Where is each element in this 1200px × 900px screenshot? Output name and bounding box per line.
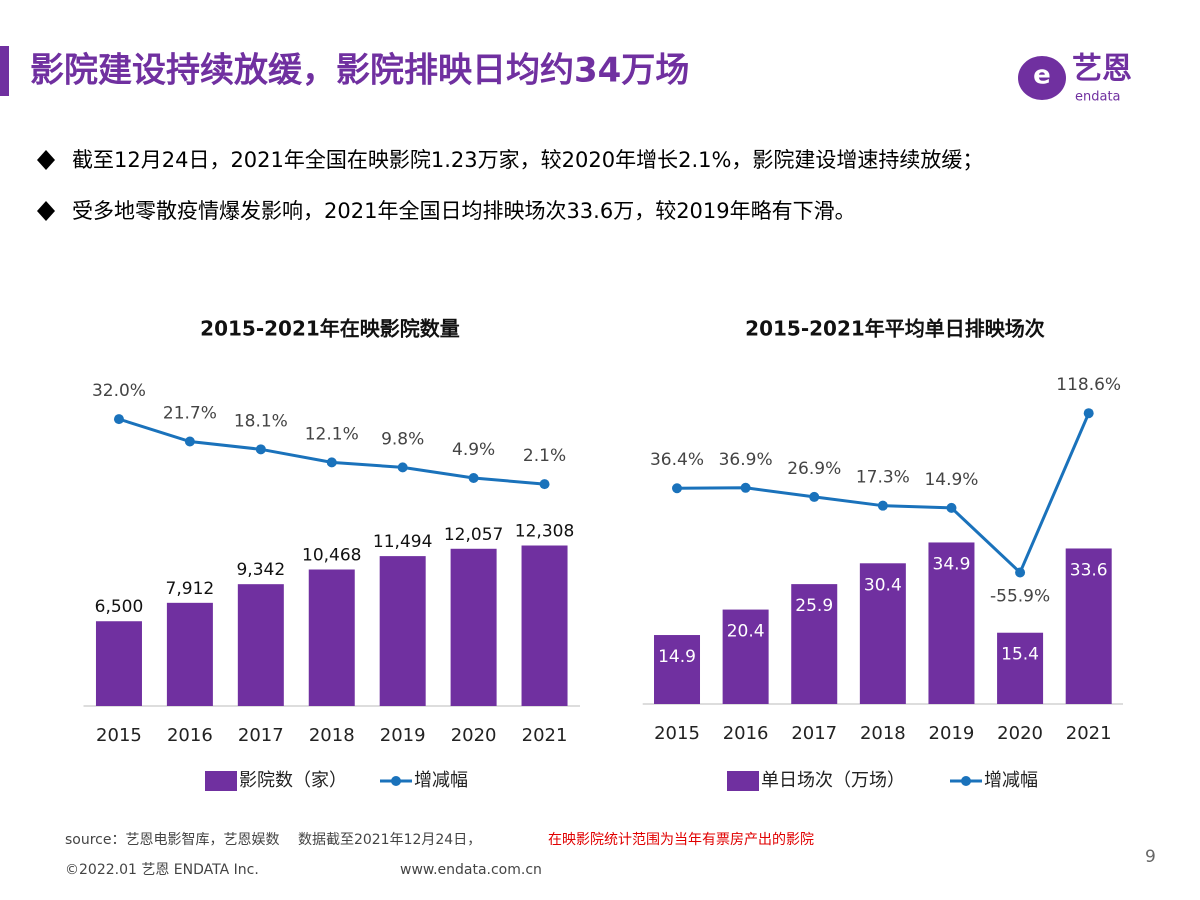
source-note: 在映影院统计范围为当年有票房产出的影院 xyxy=(548,831,814,848)
bar-value-label: 6,500 xyxy=(95,597,144,617)
line xyxy=(676,412,1091,576)
line-point xyxy=(113,414,124,425)
bar xyxy=(308,569,355,706)
line-point xyxy=(1083,408,1094,419)
line-value-label: 18.1% xyxy=(234,411,288,431)
line-value-label: 14.9% xyxy=(924,470,978,490)
x-tick-label: 2017 xyxy=(238,725,284,746)
line-point xyxy=(255,444,266,455)
line-value-label: 36.9% xyxy=(719,450,773,470)
bar-value-label: 30.4 xyxy=(864,575,902,595)
bar xyxy=(379,556,426,706)
legend-swatch-dot xyxy=(961,776,971,786)
bar xyxy=(450,548,497,706)
x-tick-label: 2018 xyxy=(860,723,906,744)
logo: e 艺恩 endata xyxy=(1018,52,1132,105)
legend-swatch xyxy=(205,771,237,791)
logo-en: endata xyxy=(1075,90,1121,105)
x-tick-label: 2015 xyxy=(654,723,700,744)
bar xyxy=(722,609,769,704)
bar xyxy=(95,621,142,706)
chart-title: 2015-2021年在映影院数量 xyxy=(200,317,460,341)
bullet-text: 受多地零散疫情爆发影响，2021年全国日均排映场次33.6万，较2019年略有下… xyxy=(72,199,856,223)
line-value-label: 118.6% xyxy=(1056,375,1121,395)
x-tick-label: 2016 xyxy=(723,723,769,744)
bullet-text: 截至12月24日，2021年全国在映影院1.23万家，较2020年增长2.1%，… xyxy=(72,148,983,172)
legend-label: 增减幅 xyxy=(984,770,1038,791)
bar-value-label: 10,468 xyxy=(302,545,361,565)
line-point xyxy=(539,479,550,490)
line-point xyxy=(672,483,683,494)
line-point xyxy=(877,500,888,511)
bar-value-label: 34.9 xyxy=(933,554,971,574)
x-tick-label: 2021 xyxy=(522,725,568,746)
line-value-label: 4.9% xyxy=(452,440,495,460)
title-accent xyxy=(0,46,9,96)
bar xyxy=(997,632,1044,704)
x-tick-label: 2019 xyxy=(929,723,975,744)
bar-value-label: 12,308 xyxy=(515,522,574,542)
bar-value-label: 7,912 xyxy=(166,579,215,599)
source: source：艺恩电影智库，艺恩娱数 数据截至2021年12月24日， xyxy=(65,832,481,848)
logo-e: e xyxy=(1033,61,1051,91)
legend-swatch xyxy=(727,771,759,791)
bullet-marker xyxy=(37,150,55,170)
line-value-label: 17.3% xyxy=(856,468,910,488)
bar xyxy=(654,635,701,704)
website: www.endata.com.cn xyxy=(400,862,542,878)
bar-value-label: 9,342 xyxy=(236,560,285,580)
bar xyxy=(859,563,906,704)
bullet-marker xyxy=(37,201,55,221)
x-tick-label: 2015 xyxy=(96,725,142,746)
legend-label: 单日场次（万场） xyxy=(761,770,905,791)
slide-title: 影院建设持续放缓，影院排映日均约34万场 xyxy=(30,51,689,91)
line-point xyxy=(946,502,957,513)
bar xyxy=(166,602,213,706)
legend-label: 增减幅 xyxy=(414,770,468,791)
bar-value-label: 33.6 xyxy=(1070,560,1108,580)
x-tick-label: 2016 xyxy=(167,725,213,746)
bar-value-label: 12,057 xyxy=(444,525,503,545)
x-tick-label: 2019 xyxy=(380,725,426,746)
page-number: 9 xyxy=(1145,847,1156,867)
x-tick-label: 2017 xyxy=(791,723,837,744)
copyright: ©2022.01 艺恩 ENDATA Inc. xyxy=(65,862,259,878)
logo-mark xyxy=(1018,56,1066,100)
chart-title: 2015-2021年平均单日排映场次 xyxy=(745,317,1045,341)
line-point xyxy=(809,491,820,502)
bar xyxy=(928,542,975,704)
line-value-label: 36.4% xyxy=(650,450,704,470)
bar xyxy=(791,584,838,704)
line-point xyxy=(397,462,408,473)
line-value-label: 9.8% xyxy=(381,429,424,449)
bar-value-label: 20.4 xyxy=(727,622,765,642)
line-value-label: 2.1% xyxy=(523,446,566,466)
bar xyxy=(237,584,284,706)
line-point xyxy=(326,457,337,468)
bar-value-label: 11,494 xyxy=(373,532,432,552)
line-value-label: 21.7% xyxy=(163,404,217,424)
logo-cn: 艺恩 xyxy=(1072,52,1132,87)
bar-value-label: 15.4 xyxy=(1001,645,1039,665)
bar-value-label: 25.9 xyxy=(795,596,833,616)
bar xyxy=(521,545,568,706)
x-tick-label: 2020 xyxy=(997,723,1043,744)
line-point xyxy=(740,482,751,493)
bar xyxy=(1065,548,1112,704)
legend-swatch-dot xyxy=(391,776,401,786)
legend-label: 影院数（家） xyxy=(239,770,347,791)
x-tick-label: 2021 xyxy=(1066,723,1112,744)
x-tick-label: 2018 xyxy=(309,725,355,746)
bar-value-label: 14.9 xyxy=(658,647,696,667)
line-value-label: 12.1% xyxy=(305,424,359,444)
line-value-label: -55.9% xyxy=(990,586,1050,606)
line-point xyxy=(1015,567,1026,578)
line-point xyxy=(184,436,195,447)
line-value-label: 26.9% xyxy=(787,459,841,479)
line-point xyxy=(468,473,479,484)
line-value-label: 32.0% xyxy=(92,381,146,401)
x-tick-label: 2020 xyxy=(451,725,497,746)
